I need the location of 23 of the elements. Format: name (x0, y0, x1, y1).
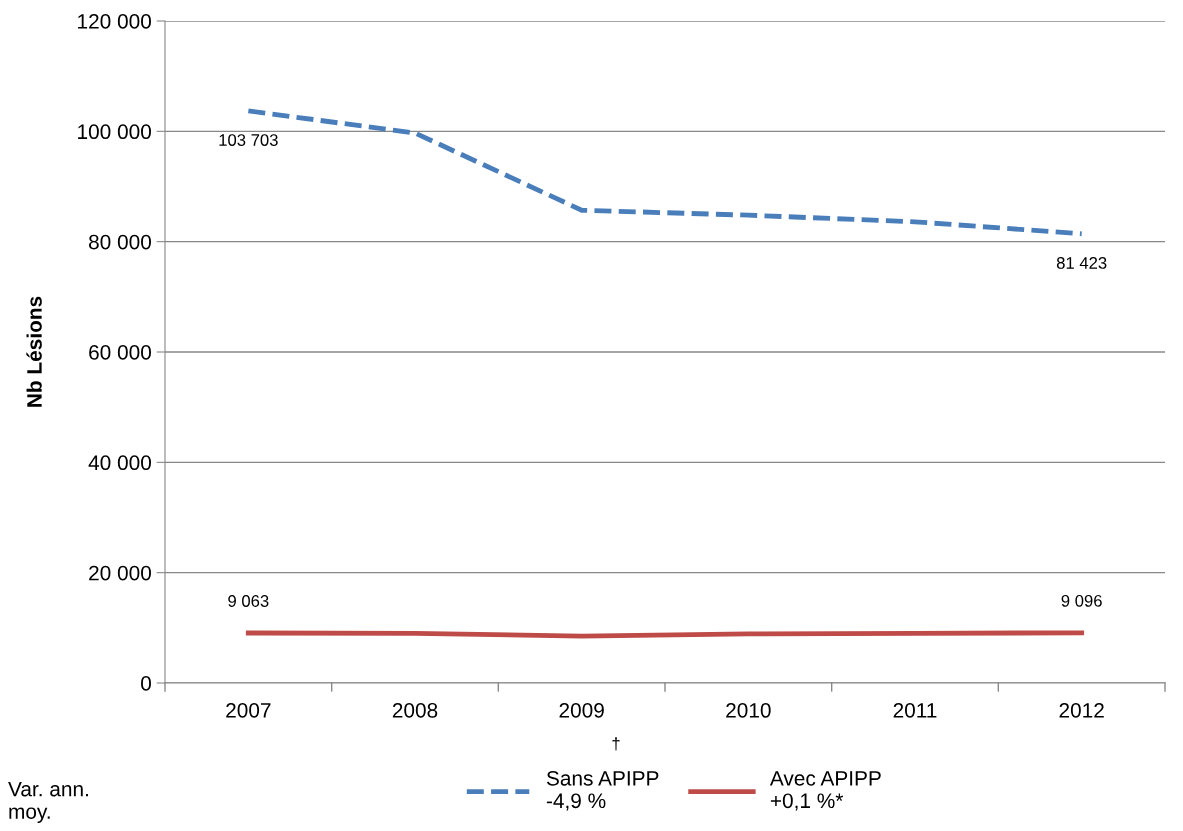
data-label: 103 703 (219, 134, 278, 146)
y-tick-label: 40 000 (88, 455, 151, 471)
text: Var. ann. moy. (8, 781, 88, 823)
data-label: 9 096 (1061, 594, 1102, 607)
data-label: 81 423 (1056, 257, 1107, 269)
y-tick-label: 20 000 (89, 565, 151, 581)
legend-label: Avec APIPP +0,1 %* (769, 771, 881, 811)
y-axis-title: Nb Lésions (26, 296, 42, 407)
x-tick-label: 2012 (1059, 702, 1104, 718)
x-tick-label: 2007 (226, 702, 271, 718)
text: † (612, 737, 620, 751)
x-tick-label: 2010 (726, 702, 771, 718)
line-series (245, 108, 1085, 237)
x-tick-label: 2011 (893, 702, 937, 718)
x-tick-label: 2009 (559, 702, 604, 718)
y-tick-label: 100 000 (78, 124, 151, 140)
y-tick-label: 80 000 (89, 234, 151, 250)
y-tick-label: 0 (141, 676, 151, 691)
data-label: 9 063 (228, 595, 269, 607)
x-tick-label: 2008 (392, 702, 438, 718)
y-tick-label: 120 000 (78, 14, 151, 29)
y-tick-label: 60 000 (89, 345, 151, 360)
legend-label: Sans APIPP -4,9 % (546, 770, 659, 811)
